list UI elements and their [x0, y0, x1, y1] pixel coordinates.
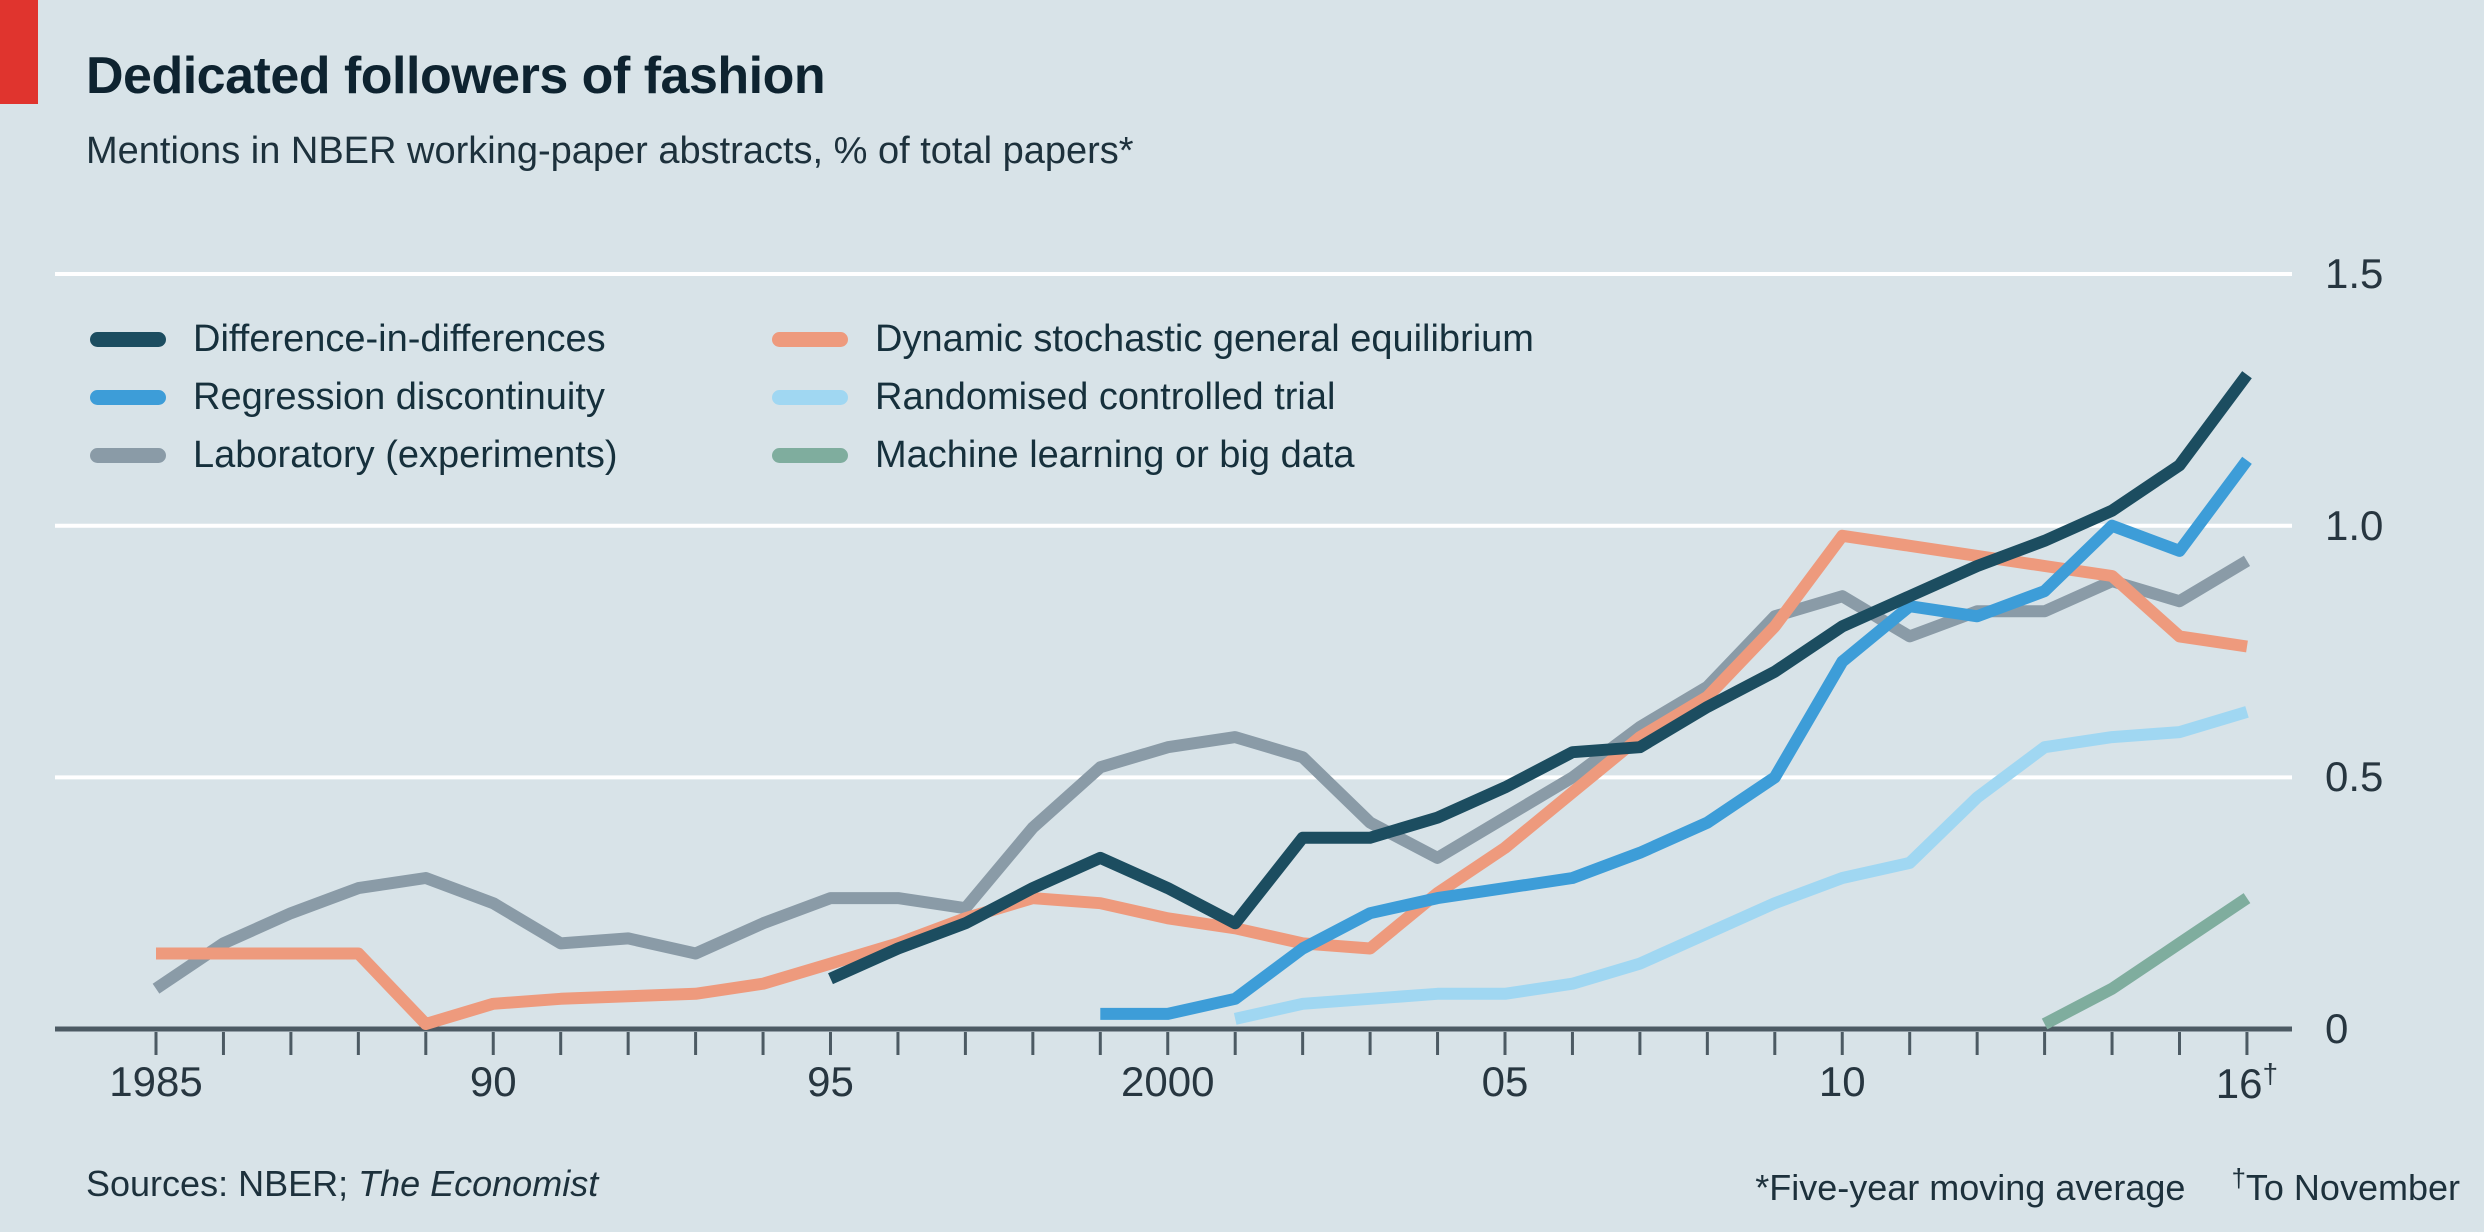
legend-swatch-icon [772, 389, 848, 405]
sources-note: Sources: NBER; The Economist [86, 1163, 598, 1205]
x-axis-label-05: 05 [1481, 1058, 1529, 1105]
series-line-regression-discontinuity [1100, 456, 2252, 1020]
legend-label: Laboratory (experiments) [193, 433, 618, 476]
y-axis-label-1.0: 1.0 [2325, 501, 2384, 549]
sources-prefix: Sources: NBER; [86, 1163, 359, 1204]
chart-title: Dedicated followers of fashion [86, 47, 826, 105]
y-axis-label-0.5: 0.5 [2325, 753, 2384, 801]
x-axis-label-2000: 2000 [1121, 1058, 1215, 1105]
x-axis-label-10: 10 [1818, 1058, 1866, 1105]
footnote-moving-average: *Five-year moving average [1755, 1167, 2186, 1208]
economist-red-tab [0, 0, 38, 104]
series-line-laboratory-experiments- [152, 555, 2251, 994]
legend-label: Machine learning or big data [875, 433, 1355, 476]
series-line-difference-in-differences [828, 371, 2252, 985]
x-axis-label-95: 95 [807, 1058, 854, 1105]
legend-swatch-icon [90, 447, 166, 463]
dagger-icon: † [2262, 1058, 2279, 1089]
series-line-machine-learning-or-big-data [2041, 893, 2251, 1030]
x-axis-label-1985: 1985 [109, 1058, 203, 1105]
chart-subtitle: Mentions in NBER working-paper abstracts… [86, 130, 1134, 172]
legend-item-machine-learning-or-big-data: Machine learning or big data [772, 433, 1355, 476]
dagger-icon: † [2231, 1163, 2246, 1193]
legend-label: Difference-in-differences [193, 317, 606, 360]
x-axis-label-16: 16† [2215, 1058, 2279, 1107]
series-line-randomised-controlled-trial [1233, 706, 2249, 1025]
legend-swatch-icon [772, 447, 848, 463]
series-line-dynamic-stochastic-general-equilibrium [156, 529, 2248, 1030]
legend-item-difference-in-differences: Difference-in-differences [90, 317, 606, 360]
legend-swatch-icon [90, 389, 166, 405]
footnote-to-november: †To November [2231, 1163, 2460, 1208]
legend-swatch-icon [90, 331, 166, 347]
legend-item-regression-discontinuity: Regression discontinuity [90, 375, 605, 418]
legend-label: Regression discontinuity [193, 375, 605, 418]
legend-swatch-icon [772, 331, 848, 347]
sources-publication: The Economist [358, 1163, 599, 1204]
legend-item-dynamic-stochastic-general-equilibrium: Dynamic stochastic general equilibrium [772, 317, 1534, 360]
legend-item-laboratory-experiments-: Laboratory (experiments) [90, 433, 618, 476]
legend-label: Randomised controlled trial [875, 375, 1336, 418]
x-axis-label-90: 90 [469, 1058, 517, 1105]
legend-item-randomised-controlled-trial: Randomised controlled trial [772, 375, 1336, 418]
y-axis-label-1.5: 1.5 [2325, 250, 2384, 298]
legend-label: Dynamic stochastic general equilibrium [875, 317, 1534, 360]
footnotes: *Five-year moving average †To November [1755, 1163, 2460, 1209]
y-axis-label-0: 0 [2325, 1005, 2349, 1052]
